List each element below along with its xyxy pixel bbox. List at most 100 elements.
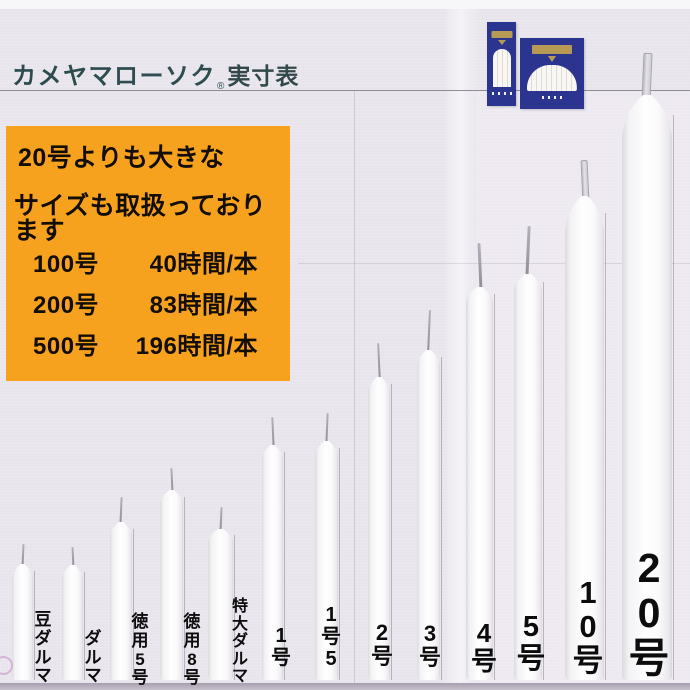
candle-body bbox=[12, 578, 33, 680]
size-cell: 500号 bbox=[33, 333, 100, 360]
candle-shadow-line bbox=[339, 448, 340, 680]
candle-shoulder bbox=[417, 350, 440, 364]
candle-wick bbox=[641, 52, 653, 102]
table-row: 500号 196時間/本 bbox=[6, 326, 290, 367]
header-rule-line bbox=[0, 90, 690, 91]
package-window bbox=[527, 65, 577, 91]
candle-6 bbox=[262, 416, 285, 680]
duration-cell: 83時間/本 bbox=[149, 292, 258, 319]
candle-wick bbox=[324, 412, 329, 446]
candle-shoulder bbox=[565, 196, 604, 230]
package-brand-banner bbox=[491, 31, 512, 38]
candle-shoulder bbox=[466, 287, 493, 301]
candle-body bbox=[466, 301, 493, 680]
candle-wick bbox=[580, 159, 589, 203]
candle-8 bbox=[368, 342, 392, 680]
duration-cell: 196時間/本 bbox=[135, 333, 258, 360]
candle-body bbox=[417, 364, 440, 680]
page-title: カメヤマローソク® 実寸表 bbox=[12, 56, 300, 92]
candle-body bbox=[315, 455, 338, 680]
candle-shadow-line bbox=[184, 497, 185, 680]
package-emblem-icon bbox=[548, 56, 556, 62]
larger-sizes-info-box: 20号よりも大きな サイズも取扱っております 100号 40時間/本 200号 … bbox=[6, 126, 290, 381]
candle-size-label: ダルマ bbox=[84, 628, 102, 686]
page-fold-line bbox=[354, 90, 355, 683]
candle-2 bbox=[62, 546, 85, 680]
title-suffix: 実寸表 bbox=[227, 63, 300, 89]
candle-wick bbox=[426, 309, 431, 355]
candle-body bbox=[622, 135, 672, 680]
candle-wick bbox=[525, 225, 531, 279]
package-window bbox=[492, 49, 511, 87]
candle-package-large bbox=[520, 38, 584, 109]
package-emblem-icon bbox=[497, 40, 506, 45]
candle-9 bbox=[417, 309, 442, 680]
candle-package-small bbox=[487, 22, 516, 106]
candle-shoulder bbox=[208, 529, 233, 541]
size-cell: 100号 bbox=[33, 251, 100, 278]
candle-10 bbox=[466, 242, 495, 680]
candle-1 bbox=[12, 543, 35, 680]
promo-line-2: サイズも取扱っております bbox=[14, 192, 267, 245]
candle-wick bbox=[377, 342, 381, 382]
candle-3 bbox=[110, 496, 134, 680]
candle-12 bbox=[565, 159, 606, 680]
duration-cell: 40時間/本 bbox=[149, 251, 258, 278]
candle-5 bbox=[208, 506, 235, 680]
candle-size-label: 豆ダルマ bbox=[34, 610, 52, 686]
candle-shoulder bbox=[62, 565, 83, 578]
candle-shadow-line bbox=[441, 357, 442, 680]
candle-wick bbox=[270, 416, 275, 450]
candle-shoulder bbox=[160, 490, 183, 503]
candle-shoulder bbox=[110, 522, 132, 535]
candle-body bbox=[565, 230, 604, 680]
candle-shoulder bbox=[315, 441, 338, 455]
candle-11 bbox=[514, 225, 544, 680]
table-edge bbox=[0, 683, 690, 690]
candle-shadow-line bbox=[84, 572, 85, 680]
brand-logo: カメヤマローソク bbox=[12, 63, 216, 90]
promo-line-1: 20号よりも大きな bbox=[18, 144, 225, 172]
candle-shoulder bbox=[622, 95, 672, 135]
candle-7 bbox=[315, 412, 340, 680]
faint-grid-line bbox=[298, 263, 690, 264]
candle-body bbox=[262, 458, 283, 680]
candle-body bbox=[160, 503, 183, 680]
candle-shadow-line bbox=[605, 213, 606, 680]
candle-shadow-line bbox=[284, 452, 285, 680]
candle-shadow-line bbox=[543, 282, 544, 680]
candle-body bbox=[62, 578, 83, 680]
package-brand-banner bbox=[532, 45, 572, 54]
candle-body bbox=[514, 289, 542, 680]
candle-shadow-line bbox=[494, 294, 495, 680]
candle-4 bbox=[160, 467, 185, 680]
table-row: 100号 40時間/本 bbox=[6, 244, 290, 285]
size-cell: 200号 bbox=[33, 292, 100, 319]
candle-shadow-line bbox=[133, 529, 134, 680]
candle-shoulder bbox=[368, 377, 390, 391]
candle-shoulder bbox=[12, 564, 33, 578]
candle-shadow-line bbox=[34, 571, 35, 680]
candle-13 bbox=[622, 52, 674, 680]
registered-mark: ® bbox=[217, 81, 225, 92]
candle-shadow-line bbox=[391, 384, 392, 680]
candle-shoulder bbox=[514, 274, 542, 289]
candle-shoulder bbox=[262, 445, 283, 458]
candle-body bbox=[208, 541, 233, 680]
candle-body bbox=[368, 391, 390, 680]
candle-shadow-line bbox=[673, 115, 674, 680]
watermark-circle bbox=[0, 656, 13, 675]
candle-body bbox=[110, 535, 132, 680]
candle-shadow-line bbox=[234, 535, 235, 680]
package-caption-dots bbox=[542, 96, 562, 99]
candle-wick bbox=[119, 496, 123, 527]
